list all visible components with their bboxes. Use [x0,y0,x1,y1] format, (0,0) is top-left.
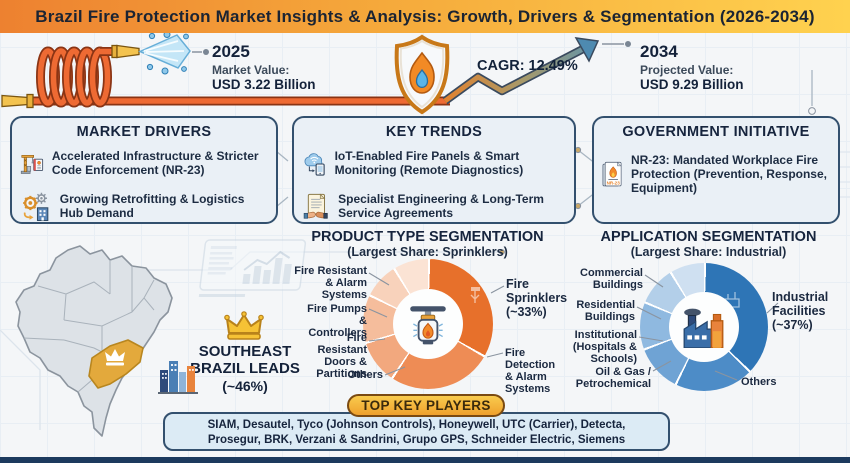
product-chart-subtitle: (Largest Share: Sprinklers) [347,245,508,259]
segment-label: Fire Resistant & Alarm Systems [294,265,367,302]
segment-label: Fire Sprinklers (~33%) [506,277,568,319]
page-title: Brazil Fire Protection Market Insights &… [35,6,815,26]
segment-label: Commercial Buildings [580,267,643,292]
application-chart: APPLICATION SEGMENTATION (Largest Share:… [567,229,850,407]
market-drivers-box: MARKET DRIVERS Accelerated Infrastructur… [10,116,278,224]
region-line-1: SOUTHEAST [198,343,292,360]
city-buildings-icon [158,361,198,394]
segment-label: Residential Buildings [576,299,635,324]
market-drivers-title: MARKET DRIVERS [76,124,212,140]
key-players-box: SIAM, Desautel, Tyco (Johnson Controls),… [163,412,670,451]
contract-handshake-icon [303,193,328,219]
factory-icon [683,308,724,348]
water-spray-icon [138,31,191,75]
cloud-iot-icon [304,153,325,176]
segment-label: Fire Detection & Alarm Systems [505,347,556,396]
end-label: Projected Value: [640,63,734,77]
top-key-players-badge: TOP KEY PLAYERS [347,394,505,417]
start-label: Market Value: [212,63,290,77]
application-chart-subtitle: (Largest Share: Industrial) [630,245,787,259]
start-value: USD 3.22 Billion [212,77,316,92]
segment-label: Fire Pumps & Controllers [307,303,367,340]
start-year: 2025 [212,42,250,61]
application-chart-title: APPLICATION SEGMENTATION [600,229,817,245]
title-bar: Brazil Fire Protection Market Insights &… [0,0,850,33]
market-drivers-item-2: Growing Retrofitting & Logistics Hub Dem… [20,187,268,227]
product-chart-title: PRODUCT TYPE SEGMENTATION [311,229,544,245]
shield-flame-icon [394,34,450,115]
crane-codebook-icon [20,155,44,174]
segment-label: Fire Resistant Doors & Partitions [316,332,367,381]
region-line-2: BRAZIL LEADS [190,359,300,377]
brazil-map-icon [15,245,173,437]
government-initiative-text: NR-23: Mandated Workplace Fire Protectio… [630,153,827,195]
market-value-2025: 2025 Market Value: USD 3.22 Billion [212,42,316,92]
bottom-accent-bar [0,457,850,463]
end-year: 2034 [640,42,678,61]
southeast-leads-callout: SOUTHEAST BRAZIL LEADS (~46%) [183,343,307,394]
hero-graphic [1,31,631,115]
hose-coil [36,46,116,108]
key-trends-item-1-text: IoT-Enabled Fire Panels & Smart Monitori… [334,149,524,177]
segment-label: Oil & Gas / Petrochemical [575,366,651,391]
product-type-chart: PRODUCT TYPE SEGMENTATION (Largest Share… [285,229,570,407]
end-value: USD 9.29 Billion [640,77,744,92]
key-trends-item-2: Specialist Engineering & Long-Term Servi… [302,187,566,227]
region-line-3: (~46%) [222,377,268,394]
segment-label: Others [347,369,383,381]
government-initiative-title: GOVERNMENT INITIATIVE [622,124,810,140]
segment-label: Others [741,376,777,388]
segment-label: Institutional (Hospitals & Schools) [572,329,637,366]
key-trends-item-1: IoT-Enabled Fire Panels & Smart Monitori… [302,144,566,184]
government-initiative-box: GOVERNMENT INITIATIVE NR-23 NR-23: Manda… [592,116,840,224]
top-key-players-badge-label: TOP KEY PLAYERS [361,398,491,413]
segment-label: Industrial Facilities (~37%) [772,290,829,332]
government-initiative-item: NR-23 NR-23: Mandated Workplace Fire Pro… [602,144,830,206]
fire-sprinkler-icon [410,306,446,345]
nr23-badge-text: NR-23 [607,181,621,186]
key-trends-item-2-text: Specialist Engineering & Long-Term Servi… [338,192,544,220]
gears-building-icon [23,192,49,222]
report-watermark-icon [198,239,307,297]
key-trends-box: KEY TRENDS IoT-Enabled Fire Panels & Sma… [292,116,576,224]
hose-nozzles [1,44,140,109]
cagr-label: CAGR: 12.49% [477,58,578,74]
map-crown-icon [105,349,125,366]
market-drivers-item-2-text: Growing Retrofitting & Logistics Hub Dem… [59,192,245,220]
market-drivers-item-1-text: Accelerated Infrastructure & Stricter Co… [51,149,259,177]
product-donut-center [393,289,463,359]
leader-2025 [192,49,209,55]
nr23-document-icon: NR-23 [602,161,622,187]
market-drivers-item-1: Accelerated Infrastructure & Stricter Co… [20,144,268,184]
leader-2034 [602,41,631,47]
growth-arrow-icon [442,37,600,105]
application-donut-center [669,292,739,362]
projected-value-2034: 2034 Projected Value: USD 9.29 Billion [640,42,744,92]
key-trends-title: KEY TRENDS [385,124,483,140]
key-players-list: SIAM, Desautel, Tyco (Johnson Controls),… [207,418,626,446]
crown-icon [224,311,264,340]
